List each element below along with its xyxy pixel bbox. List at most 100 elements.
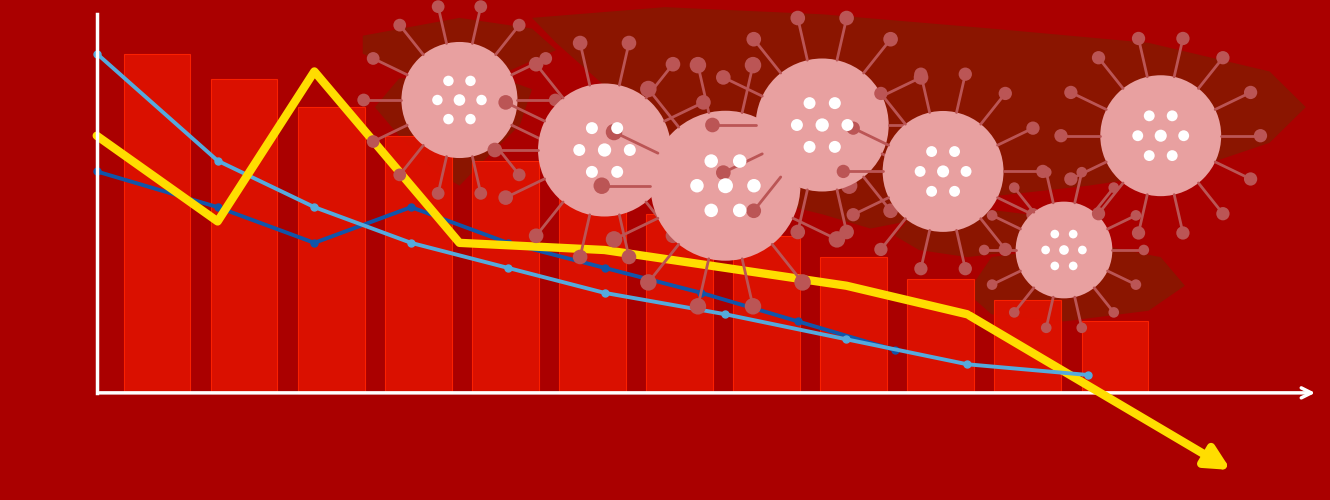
- Ellipse shape: [529, 228, 544, 243]
- Ellipse shape: [598, 144, 612, 156]
- Ellipse shape: [1176, 32, 1189, 45]
- Ellipse shape: [1064, 172, 1077, 186]
- Bar: [298, 107, 364, 393]
- Ellipse shape: [1059, 245, 1069, 255]
- Ellipse shape: [718, 178, 733, 193]
- Ellipse shape: [874, 243, 887, 256]
- Ellipse shape: [454, 94, 465, 106]
- Bar: [1081, 322, 1148, 393]
- Ellipse shape: [1138, 244, 1149, 256]
- Ellipse shape: [733, 204, 746, 217]
- Ellipse shape: [841, 178, 858, 194]
- Bar: [646, 214, 713, 393]
- Ellipse shape: [883, 32, 898, 46]
- Ellipse shape: [475, 187, 487, 200]
- Ellipse shape: [755, 58, 888, 192]
- Ellipse shape: [815, 118, 829, 132]
- Ellipse shape: [540, 135, 552, 148]
- Ellipse shape: [705, 154, 718, 168]
- Ellipse shape: [1244, 86, 1257, 99]
- Ellipse shape: [499, 95, 513, 110]
- Ellipse shape: [696, 190, 710, 205]
- Ellipse shape: [696, 95, 710, 110]
- Ellipse shape: [465, 76, 476, 86]
- Ellipse shape: [587, 166, 598, 178]
- Ellipse shape: [624, 144, 636, 156]
- Ellipse shape: [573, 36, 588, 51]
- Ellipse shape: [358, 94, 370, 106]
- Ellipse shape: [1041, 167, 1052, 177]
- Ellipse shape: [745, 298, 761, 314]
- Ellipse shape: [883, 111, 1004, 232]
- Ellipse shape: [432, 187, 444, 200]
- Ellipse shape: [1132, 32, 1145, 45]
- Ellipse shape: [1009, 182, 1020, 193]
- Ellipse shape: [1041, 246, 1049, 254]
- Bar: [733, 236, 799, 393]
- Ellipse shape: [790, 224, 805, 240]
- Ellipse shape: [573, 144, 585, 156]
- Ellipse shape: [1009, 307, 1020, 318]
- Ellipse shape: [640, 274, 657, 290]
- Ellipse shape: [829, 97, 841, 109]
- Ellipse shape: [1244, 172, 1257, 186]
- Ellipse shape: [803, 141, 815, 153]
- Ellipse shape: [1036, 165, 1049, 178]
- Ellipse shape: [790, 10, 805, 26]
- Ellipse shape: [513, 18, 525, 32]
- Ellipse shape: [1166, 150, 1177, 161]
- Ellipse shape: [999, 87, 1012, 100]
- Ellipse shape: [690, 57, 706, 74]
- Ellipse shape: [1076, 167, 1087, 177]
- Ellipse shape: [540, 52, 552, 65]
- Polygon shape: [532, 7, 1306, 228]
- Ellipse shape: [708, 142, 722, 158]
- Bar: [559, 186, 625, 393]
- Ellipse shape: [1108, 182, 1119, 193]
- Ellipse shape: [443, 76, 454, 86]
- Ellipse shape: [1178, 130, 1189, 141]
- Ellipse shape: [1216, 207, 1229, 220]
- Ellipse shape: [690, 298, 706, 314]
- Ellipse shape: [605, 124, 622, 140]
- Polygon shape: [363, 18, 556, 78]
- Ellipse shape: [924, 118, 939, 132]
- Ellipse shape: [747, 179, 761, 192]
- Ellipse shape: [847, 122, 861, 135]
- Ellipse shape: [938, 166, 950, 177]
- Ellipse shape: [1144, 110, 1154, 122]
- Polygon shape: [375, 72, 532, 186]
- Ellipse shape: [1166, 110, 1177, 122]
- Ellipse shape: [1069, 262, 1077, 270]
- Ellipse shape: [1130, 210, 1141, 220]
- Ellipse shape: [803, 97, 815, 109]
- Ellipse shape: [914, 70, 928, 84]
- Ellipse shape: [1055, 129, 1068, 142]
- Ellipse shape: [640, 81, 657, 98]
- Ellipse shape: [475, 0, 487, 13]
- Ellipse shape: [791, 119, 803, 131]
- Ellipse shape: [1132, 130, 1144, 141]
- Ellipse shape: [443, 114, 454, 124]
- Ellipse shape: [593, 178, 610, 194]
- Ellipse shape: [612, 122, 624, 134]
- Ellipse shape: [950, 146, 960, 157]
- Ellipse shape: [914, 166, 928, 180]
- Ellipse shape: [716, 166, 730, 180]
- Ellipse shape: [476, 95, 487, 105]
- Ellipse shape: [883, 204, 898, 218]
- Ellipse shape: [394, 18, 406, 32]
- Ellipse shape: [794, 81, 811, 98]
- Ellipse shape: [621, 36, 636, 51]
- Ellipse shape: [959, 262, 972, 276]
- Ellipse shape: [432, 95, 443, 105]
- Ellipse shape: [587, 122, 598, 134]
- Ellipse shape: [367, 135, 379, 148]
- Ellipse shape: [1041, 322, 1052, 333]
- Ellipse shape: [1079, 246, 1087, 254]
- Ellipse shape: [914, 68, 927, 81]
- Ellipse shape: [549, 94, 561, 106]
- Ellipse shape: [745, 57, 761, 74]
- Ellipse shape: [529, 57, 544, 72]
- Ellipse shape: [874, 87, 887, 100]
